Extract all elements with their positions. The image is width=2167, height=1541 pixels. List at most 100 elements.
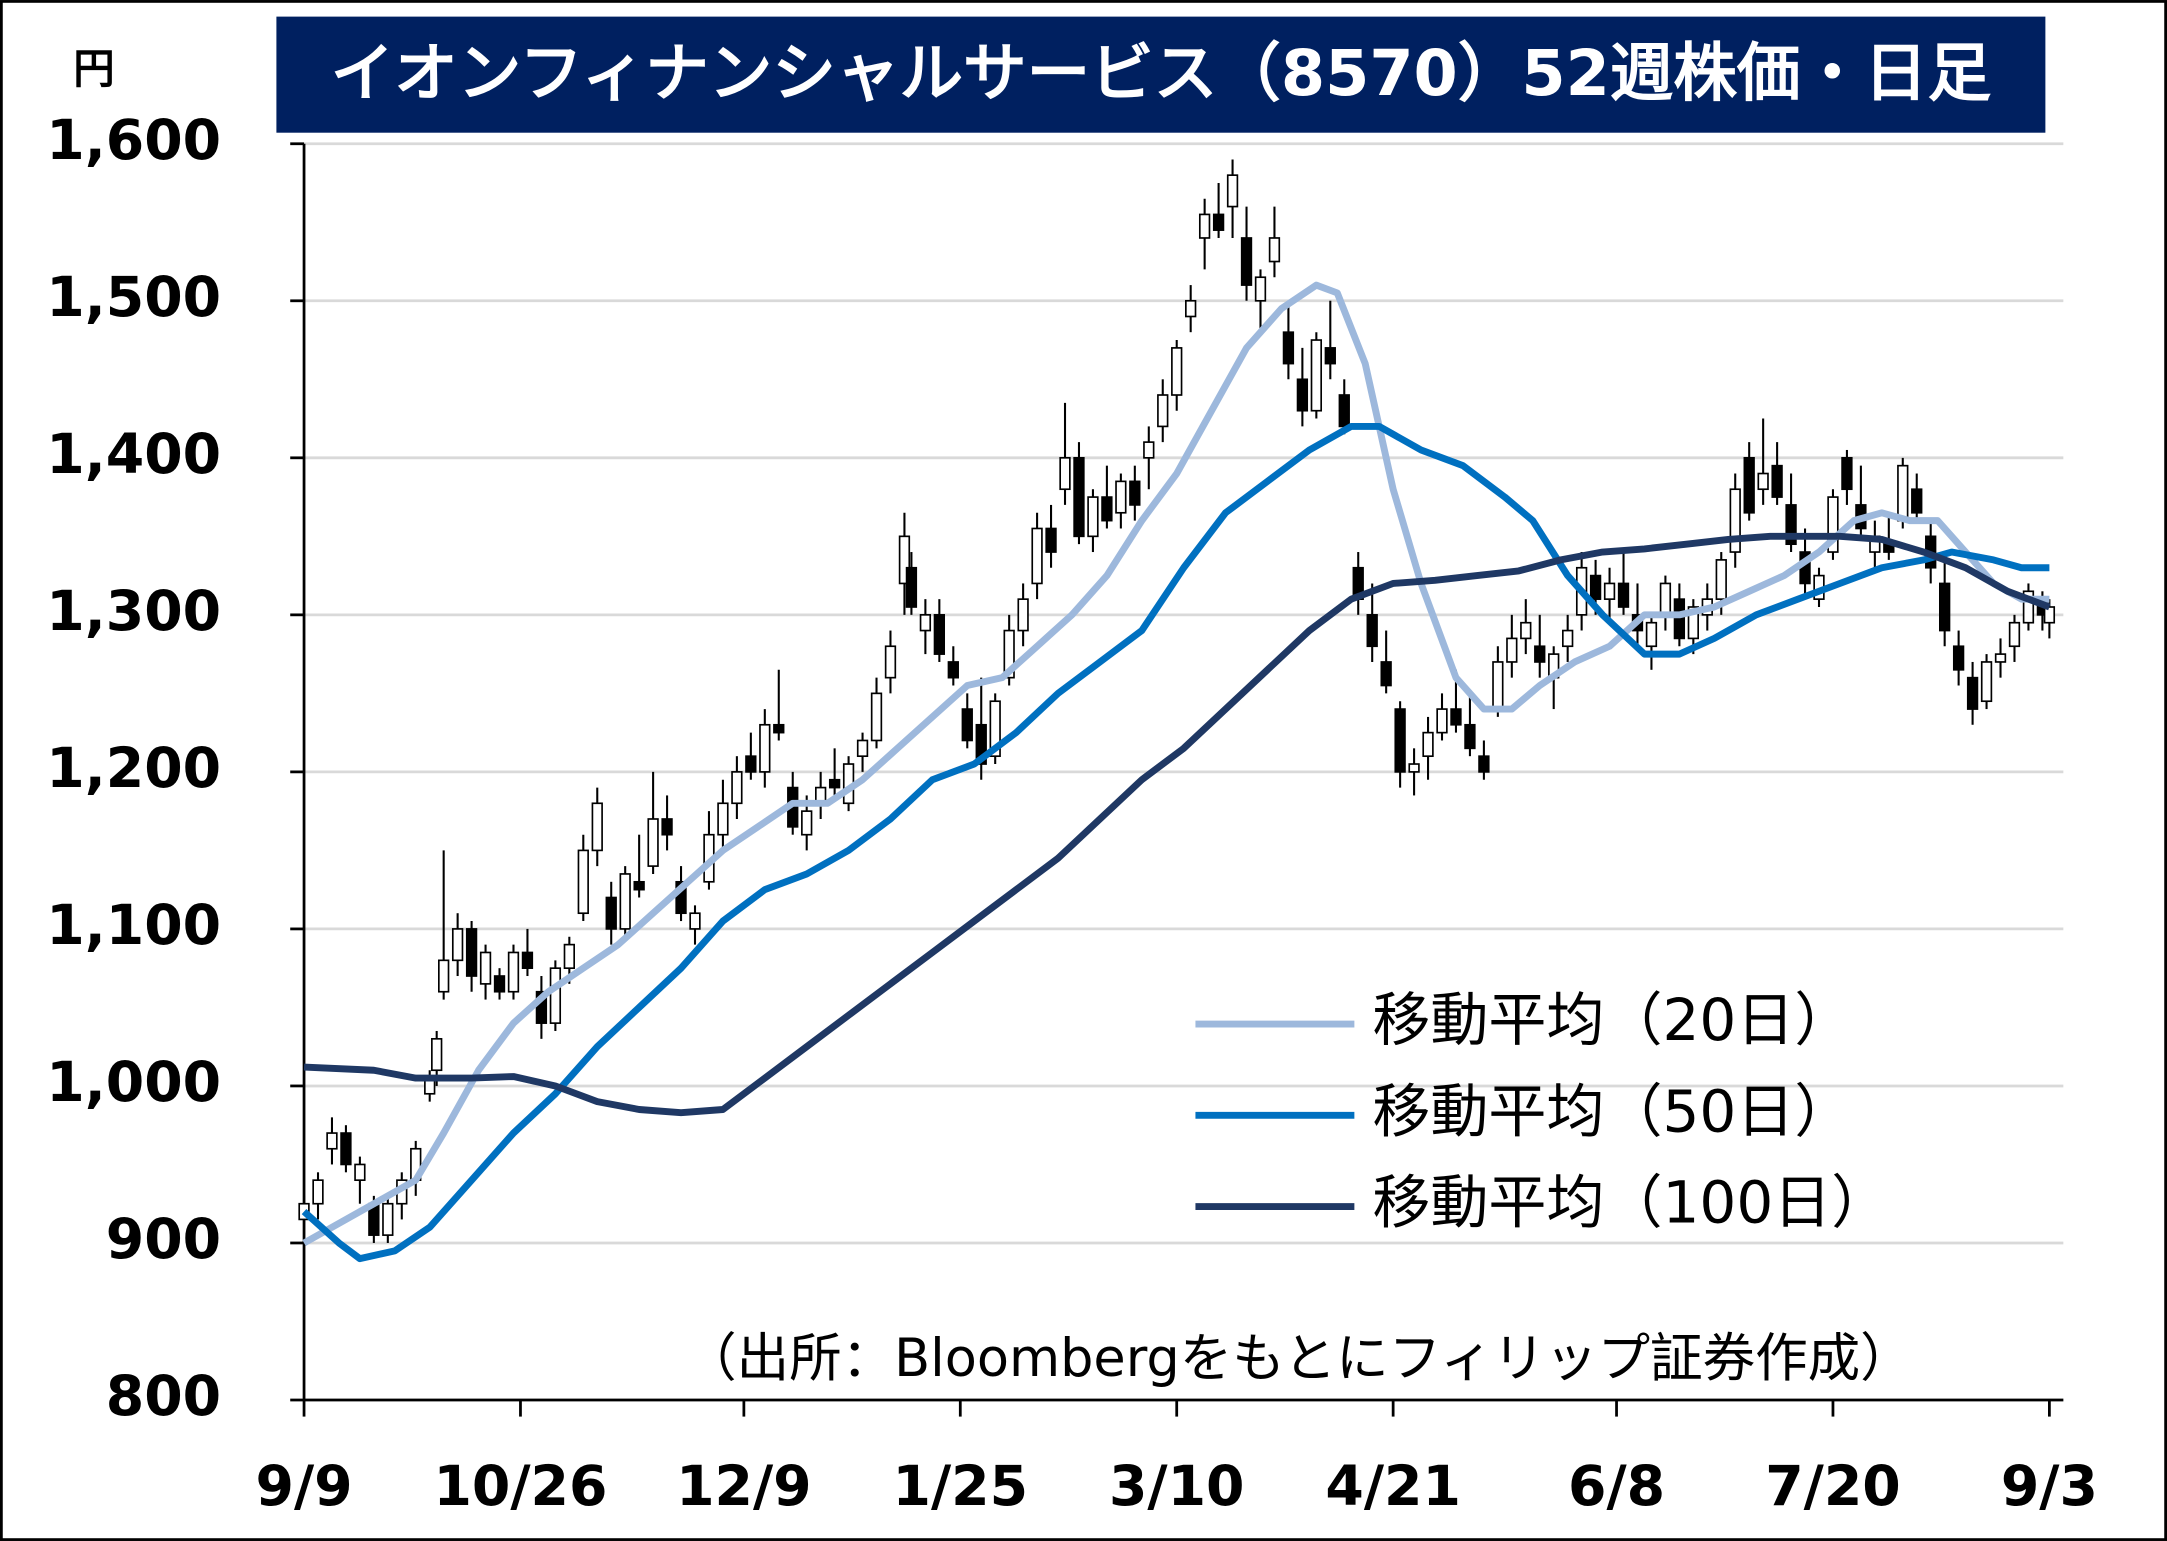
candle-body — [1045, 527, 1057, 553]
x-tick-label: 3/10 — [1109, 1455, 1245, 1519]
candle-body — [507, 951, 520, 993]
candle-body — [759, 723, 771, 773]
candle-body — [1240, 237, 1253, 286]
candle-body — [1520, 621, 1532, 640]
candle-body — [884, 645, 897, 679]
chart-title: イオンフィナンシャルサービス（8570）52週株価・日足 — [331, 36, 1992, 110]
candle-body — [1185, 299, 1197, 318]
candle-body — [326, 1132, 338, 1150]
candle-body — [1645, 621, 1658, 648]
candle-body — [1296, 378, 1309, 412]
candle-body — [1827, 496, 1839, 553]
y-tick-label: 1,500 — [46, 266, 221, 330]
candle-body — [1422, 731, 1434, 758]
candle-body — [1534, 645, 1546, 663]
candle-body — [1059, 456, 1071, 491]
candle-body — [717, 802, 729, 836]
candle-body — [870, 692, 883, 742]
y-tick-label: 1,600 — [46, 109, 221, 173]
candle-body — [633, 880, 645, 891]
candle-body — [563, 943, 576, 970]
candle-body — [933, 614, 946, 655]
title-bar — [276, 16, 2046, 133]
candle-body — [947, 661, 959, 679]
y-tick-label: 1,300 — [46, 580, 221, 644]
x-tick-label: 12/9 — [676, 1455, 812, 1519]
legend-label: 移動平均（20日） — [1372, 986, 1852, 1054]
candle-body — [1729, 488, 1741, 553]
x-tick-label: 9/9 — [255, 1455, 352, 1519]
candle-body — [919, 614, 932, 632]
y-tick-label: 1,200 — [46, 737, 221, 801]
candle-body — [1715, 559, 1727, 600]
candle-body — [1129, 480, 1141, 506]
candle-body — [1506, 637, 1518, 663]
candle-body — [1589, 574, 1602, 600]
candle-body — [1087, 496, 1099, 538]
candle-body — [1980, 661, 1993, 703]
candle-body — [1966, 676, 1979, 710]
candle-body — [1171, 347, 1183, 396]
y-tick-label: 1,400 — [46, 423, 221, 487]
candle-body — [1757, 472, 1769, 491]
candle-body — [549, 967, 562, 1024]
candle-body — [605, 896, 617, 930]
candle-body — [1380, 661, 1392, 687]
candle-body — [675, 880, 687, 915]
candle-body — [1771, 464, 1783, 498]
candle-body — [2022, 590, 2035, 624]
candle-body — [1994, 653, 2007, 663]
legend-label: 移動平均（50日） — [1372, 1077, 1852, 1145]
candle-body — [1478, 755, 1490, 773]
x-tick-label: 4/21 — [1325, 1455, 1461, 1519]
candle-body — [1226, 174, 1239, 208]
y-tick-label: 1,000 — [46, 1051, 221, 1115]
candle-body — [647, 818, 659, 867]
candle-body — [438, 959, 450, 993]
candle-body — [465, 928, 478, 977]
candle-body — [479, 951, 492, 985]
candle-body — [1785, 504, 1797, 546]
candle-body — [961, 708, 973, 742]
moving-average-line — [301, 422, 2050, 1263]
candle-body — [354, 1163, 366, 1181]
candle-body — [1324, 347, 1336, 365]
moving-average-line — [303, 532, 2051, 1117]
legend-label: 移動平均（100日） — [1372, 1169, 1889, 1237]
candle-body — [1617, 582, 1630, 608]
y-tick-label: 900 — [106, 1208, 221, 1272]
candle-body — [1938, 582, 1951, 632]
candle-body — [493, 975, 506, 993]
candle-body — [773, 723, 785, 734]
moving-average-line — [302, 281, 2050, 1246]
candle-body — [975, 723, 987, 765]
candle-body — [1282, 331, 1295, 365]
candle-body — [1003, 629, 1015, 679]
candle-body — [828, 778, 841, 789]
candle-body — [1603, 582, 1616, 600]
candle-body — [661, 818, 673, 836]
y-tick-label: 800 — [106, 1365, 221, 1429]
candle-body — [1157, 394, 1169, 428]
candle-body — [2008, 621, 2021, 648]
x-tick-label: 6/8 — [1568, 1455, 1665, 1519]
candle-body — [521, 951, 534, 970]
candle-body — [591, 802, 603, 852]
x-tick-label: 10/26 — [433, 1455, 607, 1519]
candle-body — [451, 928, 464, 962]
candle-body — [1562, 629, 1574, 648]
candle-body — [312, 1179, 324, 1205]
candle-body — [1212, 213, 1225, 231]
candle-body — [745, 755, 757, 773]
candle-body — [1198, 213, 1211, 239]
y-tick-label: 1,100 — [46, 894, 221, 958]
candle-body — [1101, 496, 1113, 522]
candle-body — [1464, 723, 1476, 750]
candle-body — [1394, 708, 1406, 773]
candle-body — [1031, 527, 1043, 585]
candle-body — [1841, 456, 1853, 491]
candle-body — [1673, 598, 1686, 640]
y-unit: 円 — [73, 45, 114, 93]
candle-body — [1408, 763, 1420, 773]
candle-body — [1310, 339, 1323, 412]
